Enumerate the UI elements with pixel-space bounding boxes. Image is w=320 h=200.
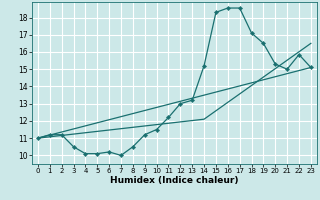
X-axis label: Humidex (Indice chaleur): Humidex (Indice chaleur) <box>110 176 239 185</box>
